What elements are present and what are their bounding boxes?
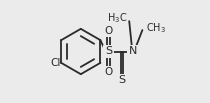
- Text: H$_3$C: H$_3$C: [107, 12, 128, 25]
- Text: O: O: [105, 26, 113, 36]
- Text: S: S: [105, 46, 112, 57]
- Text: Cl: Cl: [50, 58, 60, 68]
- Text: CH$_3$: CH$_3$: [146, 21, 166, 35]
- Text: N: N: [129, 46, 138, 57]
- Text: O: O: [105, 67, 113, 77]
- Text: S: S: [118, 75, 126, 85]
